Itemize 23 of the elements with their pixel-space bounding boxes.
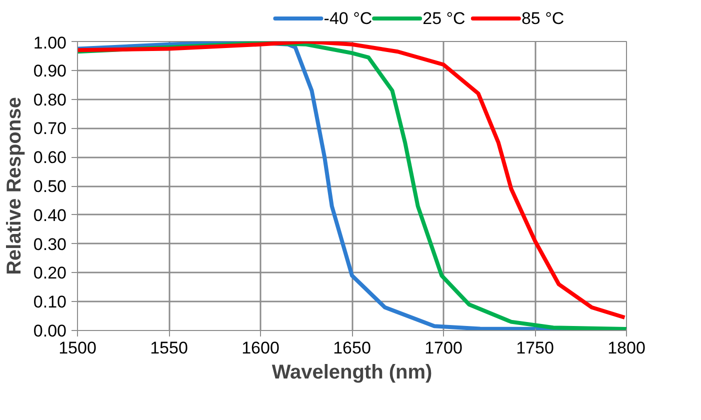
y-tick-label: 0.60 <box>33 148 67 168</box>
x-tick-label: 1800 <box>608 338 646 358</box>
legend-label: 85 °C <box>521 9 564 28</box>
y-tick-label: 1.00 <box>33 34 67 52</box>
x-tick-label: 1650 <box>333 338 371 358</box>
y-tick-label: 0.00 <box>33 322 67 340</box>
x-tick-label: 1600 <box>242 338 280 358</box>
legend-label: 25 °C <box>422 9 466 28</box>
x-tick-label: 1500 <box>58 338 96 358</box>
y-tick-label: 0.90 <box>33 61 67 80</box>
y-tick-label: 0.40 <box>33 206 67 225</box>
x-tick-label: 1750 <box>516 338 554 358</box>
x-tick-label: 1700 <box>424 338 462 358</box>
y-tick-label: 0.10 <box>33 292 67 312</box>
y-axis-title: Relative Response <box>3 97 26 275</box>
y-tick-label: 0.20 <box>33 264 67 283</box>
y-tick-label: 0.30 <box>33 234 67 254</box>
y-tick-label: 0.50 <box>33 177 67 196</box>
y-tick-label: 0.80 <box>33 90 67 110</box>
x-axis-title: Wavelength (nm) <box>272 362 432 384</box>
legend-label: -40 °C <box>324 9 372 28</box>
x-tick-label: 1550 <box>150 338 188 358</box>
y-tick-label: 0.70 <box>33 119 67 138</box>
